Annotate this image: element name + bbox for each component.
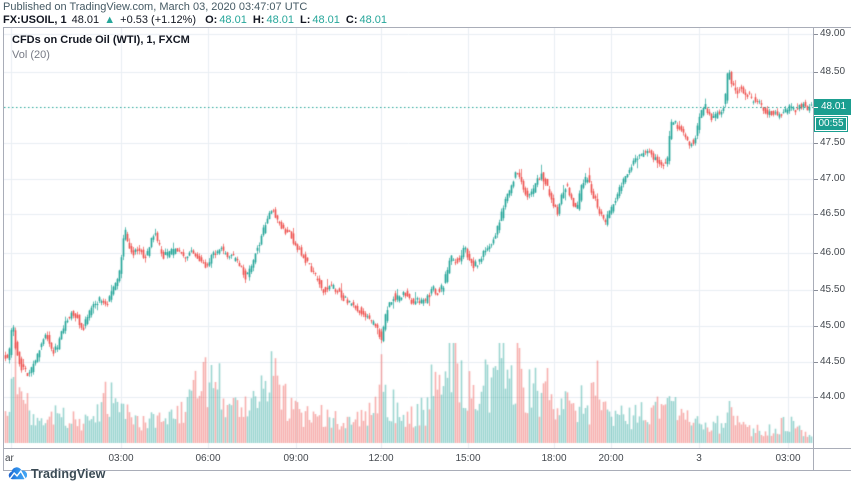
last-price: 48.01 (71, 14, 100, 26)
up-arrow-icon: ▲ (104, 14, 116, 26)
chart-legend-title: CFDs on Crude Oil (WTI), 1, FXCM (12, 34, 190, 46)
time-tick-label: 03:00 (108, 453, 134, 464)
last-price-label-value: 48.01 (821, 101, 847, 112)
time-tick-label: 15:00 (455, 453, 481, 464)
price-tick-label: 49.00 (814, 28, 851, 40)
bar-countdown: 00:55 (814, 116, 848, 132)
time-tick-label: ar (5, 453, 14, 464)
ohlc-value: 48.01 (219, 14, 247, 26)
ohlc-value: 48.01 (312, 14, 340, 26)
price-tick-label: 47.50 (814, 137, 851, 149)
price-tick-label: 45.50 (814, 284, 851, 296)
price-tick-label: 46.00 (814, 247, 851, 259)
bar-countdown-value: 00:55 (815, 117, 847, 131)
chart-frame: CFDs on Crude Oil (WTI), 1, FXCM Vol (20… (3, 27, 851, 471)
price-change: +0.53 (+1.12%) (120, 14, 197, 26)
volume-indicator-label: Vol (20) (12, 49, 50, 61)
axis-corner (813, 448, 851, 470)
time-tick-label: 18:00 (541, 453, 567, 464)
time-axis[interactable]: ar 03:00 06:00 09:00 12:00 15:00 18:00 20:00 3 03… (4, 448, 813, 470)
chart-legend: CFDs on Crude Oil (WTI), 1, FXCM Vol (20… (12, 33, 190, 62)
price-tick-label: 48.50 (814, 66, 851, 78)
tradingview-logo-icon[interactable] (8, 467, 27, 481)
price-tick-label: 44.50 (814, 356, 851, 368)
price-tick-label: 46.50 (814, 208, 851, 220)
time-tick-label: 06:00 (195, 453, 221, 464)
time-tick-label: 12:00 (368, 453, 394, 464)
ohlc-values: O: 48.01 H: 48.01 L: 48.01 C: 48.01 (201, 14, 389, 26)
time-tick-label: 20:00 (598, 453, 624, 464)
ohlc-value: 48.01 (359, 14, 388, 26)
price-tick-label: 45.00 (814, 320, 851, 332)
price-axis[interactable]: 48.01 00:55 49.00 48.50 47.50 47.00 46.50 46.… (813, 28, 851, 448)
ohlc-label: H: (252, 14, 265, 26)
time-tick-label: 3 (696, 453, 702, 464)
footer: TradingView (8, 464, 106, 484)
published-line: Published on TradingView.com, March 03, … (3, 1, 308, 13)
tradingview-logo-text[interactable]: TradingView (31, 467, 106, 481)
symbol-ohlc-line: FX:USOIL, 1 48.01 ▲ +0.53 (+1.12%) O: 48.… (3, 14, 391, 26)
time-tick-label: 09:00 (283, 453, 309, 464)
price-tick-label: 47.00 (814, 173, 851, 185)
last-price-label: 48.01 (814, 99, 851, 115)
ohlc-label: O: (205, 14, 218, 26)
symbol-name: FX:USOIL, 1 (3, 14, 67, 26)
price-chart-canvas[interactable] (4, 28, 813, 448)
ohlc-label: L: (299, 14, 311, 26)
ohlc-value: 48.01 (266, 14, 294, 26)
time-tick-label: 03:00 (775, 453, 801, 464)
ohlc-label: C: (345, 14, 358, 26)
price-tick-label: 44.00 (814, 391, 851, 403)
